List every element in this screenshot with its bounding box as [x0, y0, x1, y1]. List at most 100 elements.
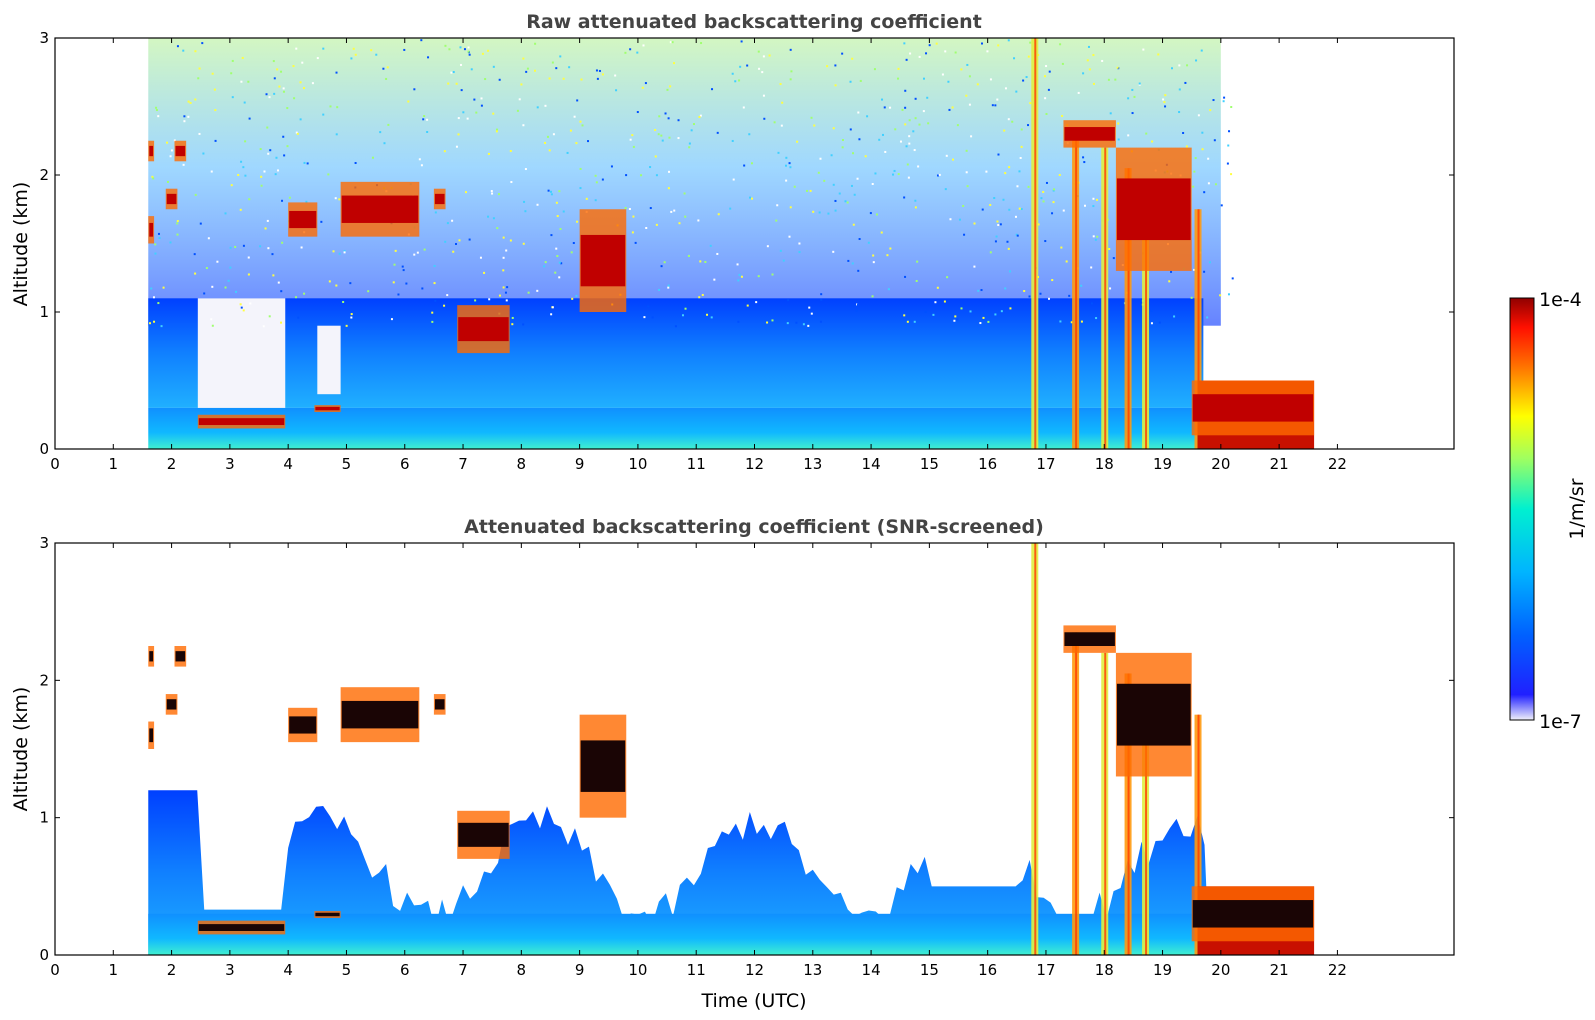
noise-speck: [663, 261, 666, 264]
noise-speck: [649, 166, 652, 169]
noise-speck: [716, 131, 719, 134]
cloud-layer: [1192, 900, 1314, 928]
noise-speck: [166, 141, 169, 144]
noise-speck: [1206, 316, 1209, 319]
noise-speck: [444, 44, 447, 47]
noise-speck: [858, 238, 861, 241]
colorbar: 1e-4 1e-7 1/m/sr: [1509, 289, 1588, 733]
noise-speck: [1092, 235, 1095, 238]
y-axis-label: Altitude (km): [10, 182, 32, 307]
noise-speck: [889, 247, 892, 250]
x-tick-label: 2: [167, 455, 177, 473]
noise-speck: [834, 199, 837, 202]
noise-speck: [562, 210, 565, 213]
noise-speck: [916, 260, 919, 263]
noise-speck: [677, 119, 680, 122]
noise-speck: [555, 201, 558, 204]
noise-speck: [907, 176, 910, 179]
precip-core: [1127, 168, 1130, 449]
noise-speck: [766, 321, 769, 324]
x-tick-label: 18: [1095, 455, 1114, 473]
noise-speck: [796, 140, 799, 143]
noise-speck: [795, 321, 798, 324]
noise-speck: [176, 45, 179, 48]
noise-speck: [993, 197, 996, 200]
noise-speck: [556, 215, 559, 218]
noise-speck: [789, 206, 792, 209]
noise-speck: [790, 70, 793, 73]
cloud-layer: [166, 699, 177, 710]
noise-speck: [345, 324, 348, 327]
noise-speck: [779, 83, 782, 86]
noise-speck: [1227, 144, 1230, 147]
noise-speck: [152, 177, 155, 180]
noise-speck: [274, 173, 277, 176]
noise-speck: [1201, 148, 1204, 151]
noise-speck: [832, 127, 835, 130]
noise-speck: [857, 269, 860, 272]
noise-speck: [509, 149, 512, 152]
noise-speck: [1037, 223, 1040, 226]
noise-speck: [697, 219, 700, 222]
noise-speck: [1131, 88, 1134, 91]
noise-speck: [311, 82, 314, 85]
noise-speck: [1018, 170, 1021, 173]
noise-speck: [856, 303, 859, 306]
noise-speck: [282, 90, 285, 93]
noise-speck: [699, 260, 702, 263]
noise-speck: [434, 299, 437, 302]
noise-speck: [296, 132, 299, 135]
noise-speck: [413, 253, 416, 256]
noise-speck: [480, 104, 483, 107]
noise-speck: [387, 123, 390, 126]
precip-core: [1104, 147, 1107, 449]
noise-speck: [559, 55, 562, 58]
noise-speck: [498, 294, 501, 297]
noise-speck: [852, 152, 855, 155]
x-tick-label: 20: [1211, 961, 1230, 979]
noise-speck: [775, 219, 778, 222]
noise-speck: [433, 282, 436, 285]
x-tick-label: 16: [978, 455, 997, 473]
noise-speck: [505, 299, 508, 302]
noise-speck: [322, 113, 325, 116]
noise-speck: [509, 239, 512, 242]
x-tick-label: 15: [920, 455, 939, 473]
noise-speck: [629, 48, 632, 51]
x-tick-label: 9: [575, 961, 585, 979]
noise-speck: [413, 88, 416, 91]
x-tick-label: 1: [109, 455, 119, 473]
noise-speck: [915, 279, 918, 282]
precip-core: [1104, 652, 1107, 955]
noise-speck: [1061, 62, 1064, 65]
colorbar-label: 1/m/sr: [1566, 478, 1588, 539]
noise-speck: [903, 196, 906, 199]
noise-speck: [699, 114, 702, 117]
noise-speck: [497, 193, 500, 196]
noise-speck: [1228, 130, 1231, 133]
noise-speck: [1039, 292, 1042, 295]
noise-speck: [710, 316, 713, 319]
noise-speck: [505, 249, 508, 252]
noise-speck: [889, 106, 892, 109]
noise-speck: [856, 177, 859, 180]
noise-speck: [953, 319, 956, 322]
noise-speck: [1011, 120, 1014, 123]
noise-speck: [555, 67, 558, 70]
noise-speck: [194, 193, 197, 196]
noise-speck: [536, 289, 539, 292]
noise-speck: [729, 207, 732, 210]
noise-speck: [231, 59, 234, 62]
noise-speck: [199, 222, 202, 225]
noise-speck: [202, 152, 205, 155]
noise-speck: [899, 140, 902, 143]
x-tick-label: 17: [1036, 455, 1055, 473]
noise-speck: [502, 269, 505, 272]
noise-speck: [960, 68, 963, 71]
cloud-layer: [198, 924, 285, 931]
noise-speck: [211, 324, 214, 327]
noise-speck: [558, 261, 561, 264]
noise-speck: [264, 227, 267, 230]
noise-speck: [789, 48, 792, 51]
noise-speck: [1095, 317, 1098, 320]
